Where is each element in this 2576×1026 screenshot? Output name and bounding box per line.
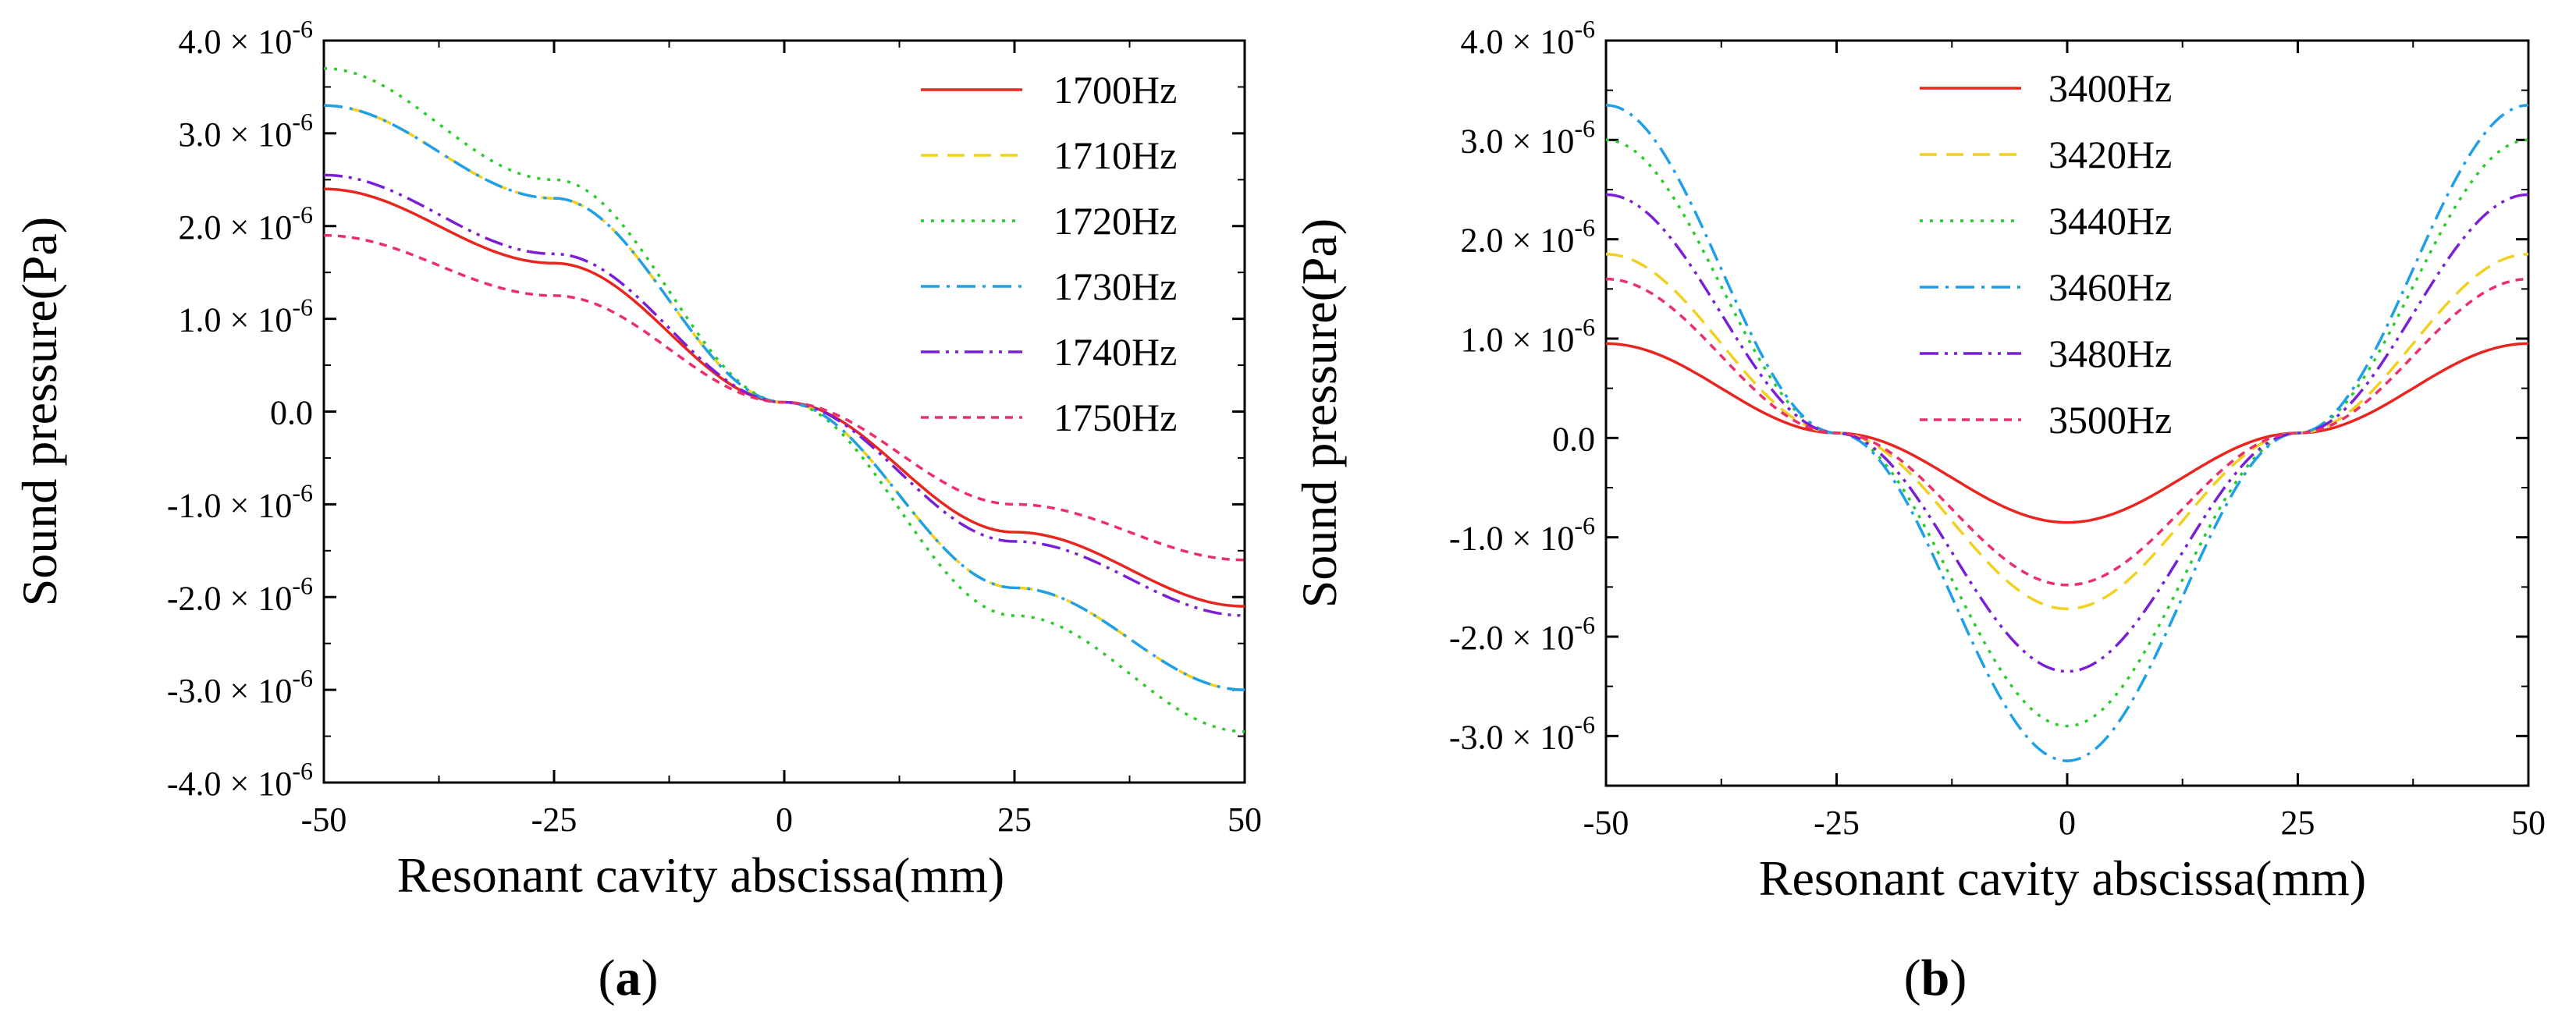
x-tick-label: 0	[2059, 804, 2076, 842]
y-tick-label: 1.0 × 10-6	[179, 293, 313, 339]
series-line-1730Hz	[324, 104, 1245, 691]
legend-entry: 3440Hz	[2048, 199, 2172, 243]
x-axis-label: Resonant cavity abscissa(mm)	[1759, 850, 2366, 906]
y-tick-label: -4.0 × 10-6	[167, 757, 313, 803]
y-tick-label: 3.0 × 10-6	[1461, 114, 1595, 160]
x-tick-label: -25	[1814, 804, 1860, 842]
y-tick-label: 2.0 × 10-6	[179, 201, 313, 247]
legend-entry: 1710Hz	[1053, 133, 1177, 177]
y-tick-label: -2.0 × 10-6	[1449, 611, 1595, 657]
y-tick-label: -1.0 × 10-6	[1449, 512, 1595, 558]
x-tick-label: -50	[1583, 804, 1629, 842]
series-line-3460Hz	[1606, 104, 2528, 762]
y-axis-label: Sound pressure(Pa)	[1292, 218, 1347, 608]
y-tick-label: -2.0 × 10-6	[167, 571, 313, 617]
legend-entry: 3420Hz	[2048, 133, 2172, 176]
panel-b: -50 -25 0 25 50 -3.0 × 10-6 -2.0 × 10-6 -1.0 × …	[1292, 15, 2546, 1006]
series-line-3420Hz	[1606, 253, 2528, 611]
series-line-3440Hz	[1606, 138, 2528, 728]
legend-entry: 1720Hz	[1053, 199, 1177, 243]
series-line-3500Hz	[1606, 277, 2528, 587]
series-line-1750Hz	[324, 233, 1245, 562]
y-tick-label: -1.0 × 10-6	[167, 478, 313, 524]
legend-entry: 3480Hz	[2048, 332, 2172, 375]
y-tick-label: -3.0 × 10-6	[167, 664, 313, 710]
y-tick-label: 0.0	[270, 394, 313, 432]
legend-entry: 1730Hz	[1053, 264, 1177, 308]
series-line-3400Hz	[1606, 342, 2528, 524]
legend-entry: 1740Hz	[1053, 330, 1177, 374]
x-tick-label: 0	[776, 801, 793, 839]
x-tick-label: -50	[301, 801, 347, 839]
y-tick-label: 4.0 × 10-6	[1461, 15, 1595, 61]
x-tick-label: 25	[997, 801, 1032, 839]
y-tick-label: 3.0 × 10-6	[179, 108, 313, 154]
legend-entry: 3500Hz	[2048, 398, 2172, 442]
x-tick-label: 50	[2511, 804, 2546, 842]
legend-entry: 1750Hz	[1053, 396, 1177, 439]
legend-entry: 1700Hz	[1053, 68, 1177, 112]
panel-label: (a)	[599, 950, 659, 1006]
panel-label: (b)	[1904, 950, 1967, 1006]
panel-a: -50 -25 0 25 50 -4.0 × 10-6 -3.0 × 10-6 -2.0 × …	[12, 15, 1262, 1006]
x-tick-label: 25	[2281, 804, 2315, 842]
y-axis-label: Sound pressure(Pa)	[12, 217, 67, 606]
x-axis-label: Resonant cavity abscissa(mm)	[397, 847, 1004, 903]
y-tick-label: -3.0 × 10-6	[1449, 710, 1595, 756]
legend-entry: 3400Hz	[2048, 66, 2172, 110]
x-tick-label: -25	[531, 801, 577, 839]
y-tick-label: 4.0 × 10-6	[179, 15, 313, 61]
legend: 3400Hz 3420Hz 3440Hz 3460Hz 3480Hz 3500Hz	[1920, 66, 2172, 442]
y-tick-label: 1.0 × 10-6	[1461, 313, 1595, 359]
y-tick-label: 0.0	[1552, 420, 1595, 458]
legend: 1700Hz 1710Hz 1720Hz 1730Hz 1740Hz 1750Hz	[921, 68, 1177, 439]
y-tick-label: 2.0 × 10-6	[1461, 214, 1595, 260]
x-tick-label: 50	[1228, 801, 1262, 839]
legend-entry: 3460Hz	[2048, 265, 2172, 309]
